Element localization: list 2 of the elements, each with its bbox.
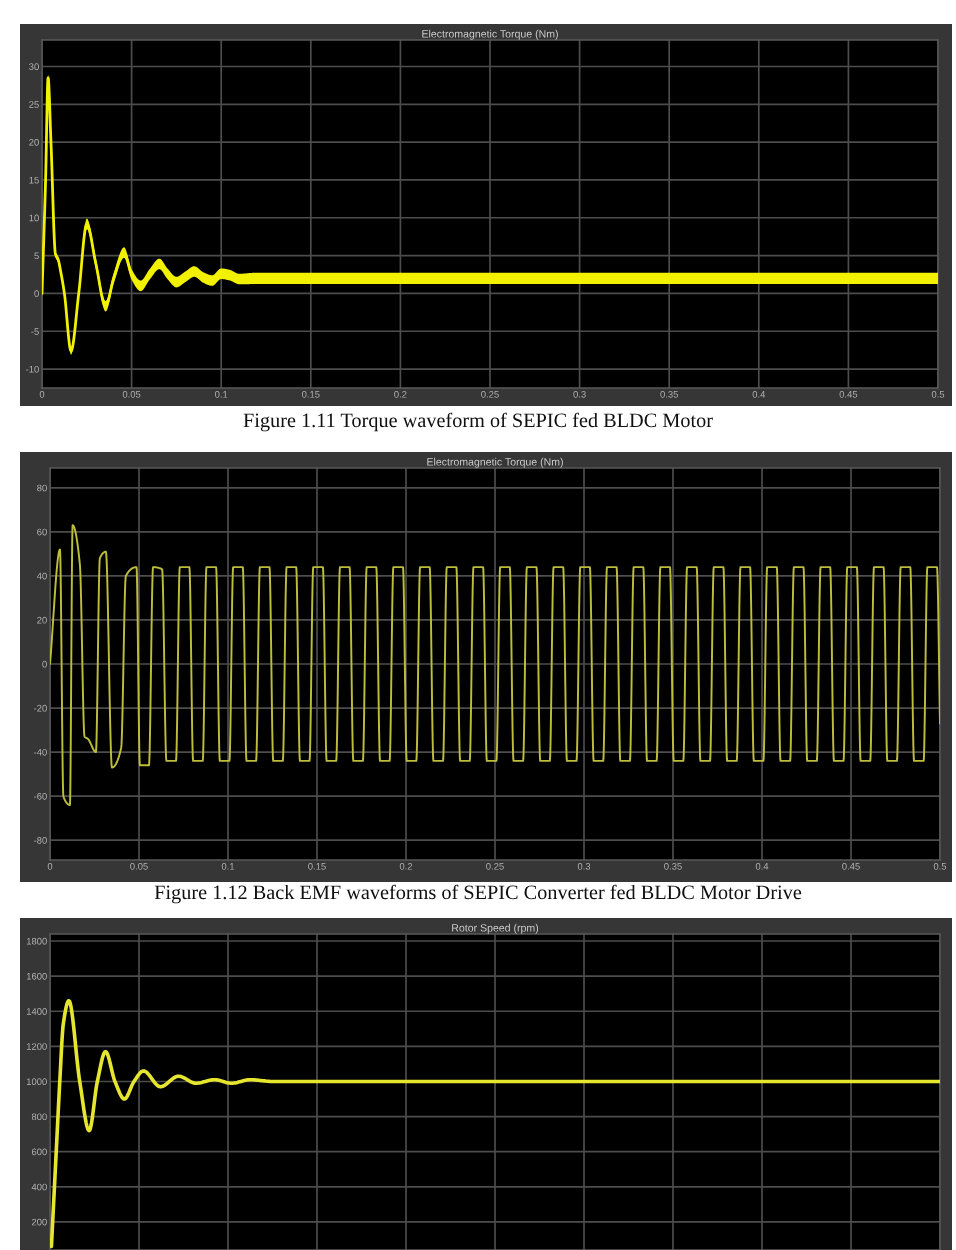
caption: Figure 1.12 Back EMF waveforms of SEPIC Converter fed BLDC Motor Drive [154, 884, 802, 904]
caption: Figure 1.11 Torque waveform of SEPIC fed BLDC Motor [243, 412, 713, 432]
